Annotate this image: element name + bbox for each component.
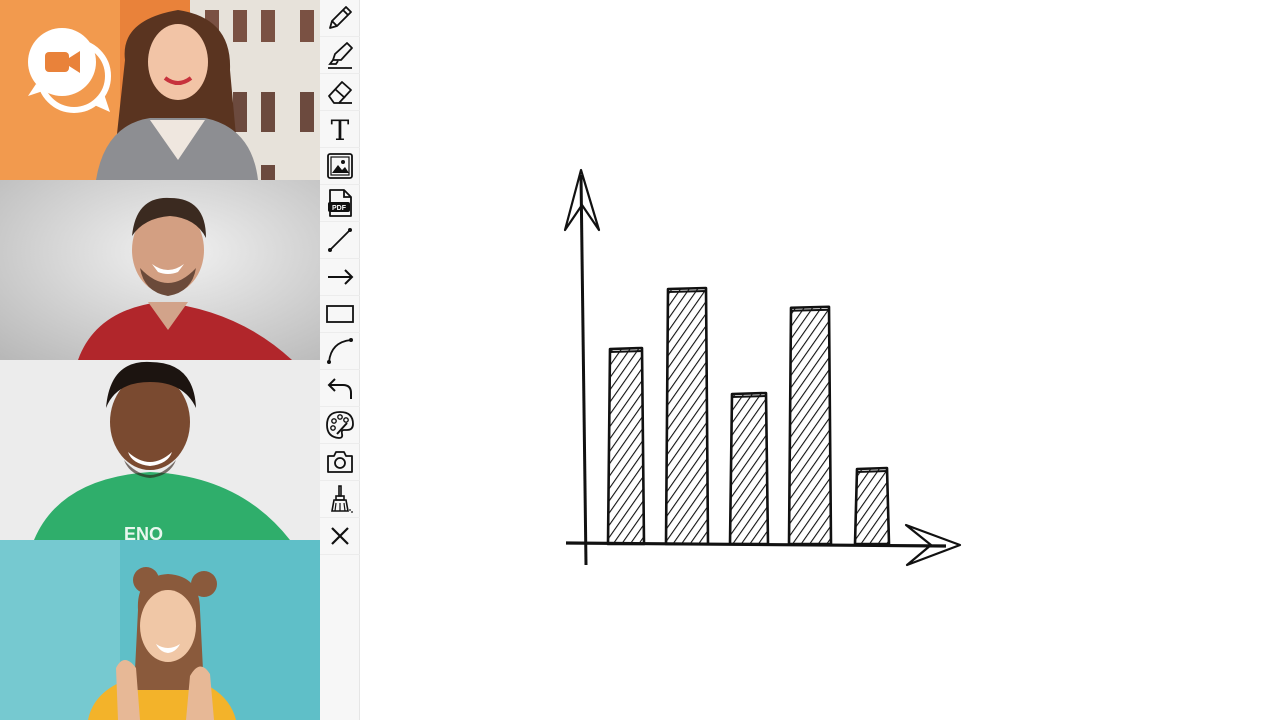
arrow-icon (328, 269, 354, 285)
chart-bar (606, 346, 646, 546)
participant-video (0, 540, 320, 720)
svg-text:ENO: ENO (124, 524, 163, 540)
pdf-tool-button[interactable]: PDF (320, 185, 360, 222)
rectangle-tool-button[interactable] (320, 296, 360, 333)
screenshot-button[interactable] (320, 444, 360, 481)
undo-button[interactable] (320, 370, 360, 407)
video-panel: ENO (0, 0, 320, 720)
text-tool-button[interactable]: T (320, 111, 360, 148)
chart-bar-cap (666, 290, 708, 293)
participant-video (0, 180, 320, 360)
curve-tool-button[interactable] (320, 333, 360, 370)
pencil-icon (329, 6, 352, 29)
eraser-icon (328, 81, 352, 104)
svg-text:PDF: PDF (332, 205, 347, 212)
participant-tile[interactable] (0, 0, 320, 180)
close-toolbar-button[interactable] (320, 518, 360, 555)
video-chat-icon (28, 28, 111, 113)
chart-bar (787, 305, 833, 546)
pencil-tool-button[interactable] (320, 0, 360, 37)
undo-icon (327, 378, 352, 399)
y-axis-arrowhead (563, 168, 601, 232)
highlighter-tool-button[interactable] (320, 37, 360, 74)
whiteboard-canvas[interactable] (361, 0, 1280, 720)
eraser-tool-button[interactable] (320, 74, 360, 111)
color-palette-button[interactable] (320, 407, 360, 444)
pdf-icon: PDF (328, 189, 352, 217)
participant-tile[interactable] (0, 180, 320, 360)
chart-bar-cap (730, 395, 768, 398)
close-icon (331, 527, 349, 545)
text-icon: T (331, 114, 350, 144)
x-axis-arrowhead (904, 523, 962, 567)
drawing-toolbar: T PDF (320, 0, 360, 720)
chart-bar-cap (789, 308, 831, 312)
participant-tile[interactable]: ENO (0, 360, 320, 540)
chart-bar (728, 391, 770, 546)
image-icon (327, 153, 353, 179)
svg-text:T: T (331, 114, 350, 144)
broom-icon (331, 485, 353, 513)
highlighter-icon (328, 42, 353, 69)
line-tool-button[interactable] (320, 222, 360, 259)
chart-bar-cap (608, 350, 644, 353)
curve-icon (327, 338, 353, 364)
line-icon (328, 228, 352, 252)
arrow-tool-button[interactable] (320, 259, 360, 296)
chart-bar (853, 466, 891, 546)
clear-board-button[interactable] (320, 481, 360, 518)
image-tool-button[interactable] (320, 148, 360, 185)
y-axis (579, 174, 588, 566)
participant-video: ENO (0, 360, 320, 540)
palette-icon (326, 411, 354, 439)
rectangle-icon (326, 305, 354, 323)
bar-chart (563, 168, 962, 567)
chart-bar (664, 286, 710, 546)
x-axis (565, 541, 947, 548)
participant-tile[interactable] (0, 540, 320, 720)
camera-icon (327, 451, 353, 473)
chart-bar-cap (855, 470, 889, 473)
